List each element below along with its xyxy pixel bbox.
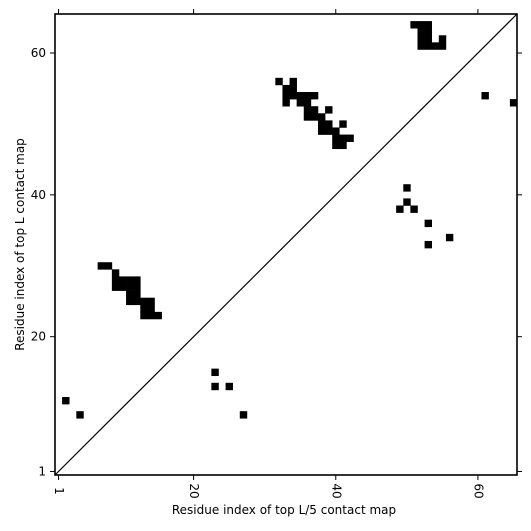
upper-cell-19 <box>140 311 148 320</box>
upper-cell-9 <box>126 283 134 291</box>
y-tick-label-0: 1 <box>38 464 46 478</box>
y-tick-label-3: 60 <box>31 46 46 60</box>
upper-cell-58 <box>438 35 447 43</box>
x-tick-label-3: 60 <box>471 483 485 498</box>
upper-cell-30 <box>310 92 319 100</box>
lower-cell-14 <box>509 99 518 107</box>
upper-cell-4 <box>118 276 127 284</box>
upper-cell-3 <box>111 276 120 284</box>
upper-cell-31 <box>282 99 290 107</box>
x-axis-label: Residue index of top L/5 contact map <box>172 503 396 517</box>
lower-cell-5 <box>239 411 248 419</box>
upper-cell-2 <box>111 269 120 277</box>
lower-cell-4 <box>225 382 233 391</box>
upper-cell-60 <box>424 42 433 50</box>
upper-cell-8 <box>118 283 127 291</box>
lower-cell-12 <box>445 233 454 242</box>
upper-cell-15 <box>140 297 148 306</box>
lower-cell-7 <box>396 205 404 213</box>
upper-cell-29 <box>303 92 312 100</box>
upper-cell-45 <box>332 127 340 135</box>
upper-cell-42 <box>339 120 347 128</box>
upper-cell-37 <box>303 113 312 121</box>
upper-cell-11 <box>126 290 134 298</box>
upper-cell-55 <box>424 28 433 36</box>
x-tick-label-1: 20 <box>187 483 201 498</box>
upper-cell-43 <box>317 127 326 135</box>
upper-cell-50 <box>339 141 347 150</box>
lower-cell-2 <box>211 368 219 377</box>
upper-cell-52 <box>417 21 425 29</box>
upper-cell-48 <box>346 134 354 142</box>
y-tick-label-1: 20 <box>31 330 46 344</box>
upper-cell-34 <box>303 106 312 114</box>
upper-cell-36 <box>325 106 333 114</box>
x-tick-label-2: 40 <box>329 483 343 498</box>
upper-cell-57 <box>424 35 433 43</box>
lower-cell-6 <box>403 184 411 192</box>
upper-cell-23 <box>289 77 297 86</box>
lower-cell-11 <box>424 240 433 249</box>
lower-cell-0 <box>62 396 70 405</box>
upper-cell-0 <box>97 262 106 270</box>
upper-cell-12 <box>133 290 141 298</box>
upper-cell-40 <box>317 120 326 128</box>
upper-cell-39 <box>317 113 326 121</box>
upper-cell-17 <box>140 304 148 313</box>
upper-cell-56 <box>417 35 425 43</box>
upper-cell-13 <box>126 297 134 306</box>
upper-cell-51 <box>410 21 418 29</box>
upper-cell-20 <box>147 311 155 320</box>
upper-cell-22 <box>275 77 283 86</box>
upper-cell-7 <box>111 283 120 291</box>
upper-cell-62 <box>438 42 447 50</box>
diagonal-line <box>54 13 518 476</box>
upper-cell-28 <box>296 92 305 100</box>
plot-frame <box>54 13 518 476</box>
upper-cell-24 <box>282 84 290 93</box>
x-tick-label-0: 1 <box>52 487 66 495</box>
axis-ticks: 1 20 40 60 1 20 40 60 <box>31 9 522 499</box>
upper-cell-18 <box>147 304 155 313</box>
upper-cell-10 <box>133 283 141 291</box>
upper-cell-16 <box>147 297 155 306</box>
lower-cell-1 <box>76 411 84 419</box>
lower-cell-13 <box>481 92 489 100</box>
upper-cell-1 <box>104 262 113 270</box>
upper-cell-44 <box>325 127 333 135</box>
upper-cell-35 <box>310 106 319 114</box>
upper-cell-25 <box>289 84 297 93</box>
y-tick-label-2: 40 <box>31 188 46 202</box>
lower-cell-10 <box>424 219 433 228</box>
upper-cell-21 <box>154 311 162 320</box>
contact-cells <box>62 21 518 419</box>
upper-cell-14 <box>133 297 141 306</box>
upper-cell-41 <box>325 120 333 128</box>
upper-cell-38 <box>310 113 319 121</box>
y-axis-label: Residue index of top L contact map <box>13 138 27 351</box>
upper-cell-46 <box>332 134 340 142</box>
upper-cell-33 <box>303 99 312 107</box>
upper-cell-54 <box>417 28 425 36</box>
lower-cell-3 <box>211 382 219 391</box>
upper-cell-26 <box>282 92 290 100</box>
upper-cell-27 <box>289 92 297 100</box>
lower-cell-9 <box>410 205 418 213</box>
upper-cell-61 <box>431 42 440 50</box>
upper-cell-53 <box>424 21 433 29</box>
lower-cell-8 <box>403 198 411 206</box>
upper-cell-49 <box>332 141 340 150</box>
upper-cell-5 <box>126 276 134 284</box>
upper-cell-32 <box>296 99 305 107</box>
upper-cell-59 <box>417 42 425 50</box>
upper-cell-6 <box>133 276 141 284</box>
upper-cell-47 <box>339 134 347 142</box>
